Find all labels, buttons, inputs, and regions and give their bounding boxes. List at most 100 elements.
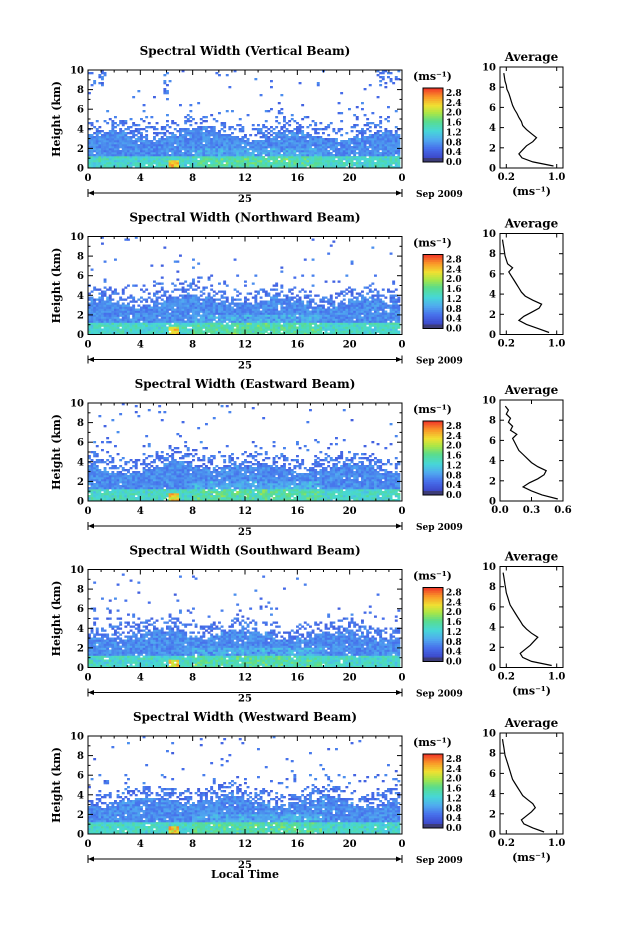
colorbar-tick-label: 0.8 — [446, 804, 462, 814]
x-tick-label: 12 — [238, 673, 252, 684]
avg-y-tick-label: 10 — [482, 63, 496, 74]
x-tick-label: 12 — [238, 506, 252, 517]
heatmap-cells — [88, 573, 401, 668]
height-axis-label: Height (km) — [50, 581, 63, 657]
colorbar-tick-label: 2.0 — [446, 275, 462, 285]
colorbar-tick-label: 1.2 — [446, 295, 462, 305]
x-tick-label: 20 — [343, 506, 357, 517]
y-tick-label: 0 — [77, 330, 84, 341]
colorbar-tick-label: 1.2 — [446, 461, 462, 471]
x-tick-label: 0 — [85, 340, 92, 351]
colorbar-tick-label: 2.4 — [446, 432, 462, 442]
panel-title: Spectral Width (Southward Beam) — [129, 544, 360, 558]
colorbar-tick-label: 1.2 — [446, 794, 462, 804]
average-profile: Average 0 2 4 6 8 10 0.2 1.0 — [482, 217, 565, 350]
colorbar-unit: (ms⁻¹) — [413, 570, 452, 583]
avg-y-tick-label: 4 — [489, 789, 496, 800]
colorbar-unit: (ms⁻¹) — [413, 70, 452, 83]
avg-x-tick-label: 0.0 — [491, 505, 508, 516]
heatmap-cells — [88, 70, 401, 169]
day-label: 25 — [238, 694, 252, 705]
avg-x-tick-label: 0.2 — [498, 339, 515, 350]
avg-y-tick-label: 4 — [489, 623, 496, 634]
avg-y-tick-label: 8 — [489, 83, 496, 94]
avg-y-tick-label: 4 — [489, 290, 496, 301]
avg-x-tick-label: 1.0 — [548, 672, 565, 683]
x-tick-label: 0 — [399, 173, 406, 184]
date-label: Sep 2009 — [416, 523, 463, 533]
avg-y-tick-label: 6 — [489, 602, 496, 613]
average-profile: Average 0 2 4 6 8 10 0.0 0.3 0.6 — [482, 383, 572, 516]
avg-y-tick-label: 6 — [489, 769, 496, 780]
avg-y-tick-label: 8 — [489, 582, 496, 593]
avg-y-tick-label: 6 — [489, 269, 496, 280]
colorbar-tick-label: 1.6 — [446, 452, 462, 462]
avg-x-tick-label: 1.0 — [548, 339, 565, 350]
y-tick-label: 2 — [77, 310, 84, 321]
x-tick-label: 4 — [137, 839, 144, 850]
y-tick-label: 8 — [77, 418, 84, 429]
x-tick-label: 20 — [343, 673, 357, 684]
y-tick-label: 6 — [77, 771, 84, 782]
average-profile-line — [502, 572, 552, 667]
avg-y-tick-label: 8 — [489, 249, 496, 260]
average-profile: Average 0 2 4 6 8 10 0.2 1.0 (ms⁻¹) — [482, 50, 565, 198]
x-tick-label: 16 — [290, 839, 304, 850]
y-tick-label: 6 — [77, 271, 84, 282]
x-tick-label: 0 — [85, 673, 92, 684]
x-tick-label: 0 — [399, 673, 406, 684]
height-axis-label: Height (km) — [50, 747, 63, 823]
colorbar-tick-label: 0.4 — [446, 648, 462, 658]
x-tick-label: 16 — [290, 173, 304, 184]
panel-5: Spectral Width (Westward Beam)0 4 8 12 16 20 0… — [50, 710, 565, 871]
y-tick-label: 10 — [70, 232, 84, 243]
average-profile: Average 0 2 4 6 8 10 0.2 1.0 (ms⁻¹) — [482, 716, 565, 864]
avg-y-tick-label: 0 — [489, 663, 496, 674]
y-tick-label: 6 — [77, 604, 84, 615]
y-tick-label: 10 — [70, 565, 84, 576]
average-unit-label: (ms⁻¹) — [512, 685, 551, 698]
x-tick-label: 20 — [343, 173, 357, 184]
colorbar-tick-label: 0.0 — [446, 158, 462, 168]
average-unit-label: (ms⁻¹) — [512, 185, 551, 198]
colorbar-tick-label: 1.2 — [446, 128, 462, 138]
colorbar-unit: (ms⁻¹) — [413, 237, 452, 250]
y-tick-label: 0 — [77, 830, 84, 841]
colorbar-tick-label: 0.0 — [446, 824, 462, 834]
x-tick-label: 0 — [85, 173, 92, 184]
y-tick-label: 8 — [77, 585, 84, 596]
colorbar-tick-label: 0.8 — [446, 638, 462, 648]
y-tick-label: 2 — [77, 477, 84, 488]
x-tick-label: 8 — [189, 173, 196, 184]
colorbar-tick-label: 0.4 — [446, 148, 462, 158]
x-tick-label: 0 — [399, 340, 406, 351]
colorbar: (ms⁻¹) 0.00.40.81.21.62.02.42.8 — [413, 403, 462, 501]
y-tick-label: 8 — [77, 751, 84, 762]
average-profile: Average 0 2 4 6 8 10 0.2 1.0 (ms⁻¹) — [482, 550, 565, 698]
heatmap-cells — [88, 736, 401, 835]
avg-y-tick-label: 8 — [489, 416, 496, 427]
y-tick-label: 2 — [77, 810, 84, 821]
x-tick-label: 4 — [137, 673, 144, 684]
height-axis-label: Height (km) — [50, 248, 63, 324]
average-title: Average — [504, 50, 559, 64]
panel-title: Spectral Width (Vertical Beam) — [140, 44, 351, 58]
heatmap-cells — [88, 403, 401, 502]
y-tick-label: 4 — [77, 624, 84, 635]
y-tick-label: 10 — [70, 399, 84, 410]
y-tick-label: 6 — [77, 105, 84, 116]
panel-title: Spectral Width (Northward Beam) — [129, 211, 360, 225]
colorbar-tick-label: 0.8 — [446, 138, 462, 148]
avg-x-tick-label: 0.2 — [498, 838, 515, 849]
x-tick-label: 20 — [343, 340, 357, 351]
y-tick-label: 10 — [70, 732, 84, 743]
avg-y-tick-label: 0 — [489, 330, 496, 341]
avg-x-tick-label: 0.2 — [498, 172, 515, 183]
height-axis-label: Height (km) — [50, 81, 63, 157]
y-tick-label: 0 — [77, 497, 84, 508]
avg-x-tick-label: 1.0 — [548, 172, 565, 183]
colorbar-tick-label: 0.0 — [446, 325, 462, 335]
day-label: 25 — [238, 194, 252, 205]
colorbar-tick-label: 0.4 — [446, 315, 462, 325]
avg-y-tick-label: 0 — [489, 164, 496, 175]
